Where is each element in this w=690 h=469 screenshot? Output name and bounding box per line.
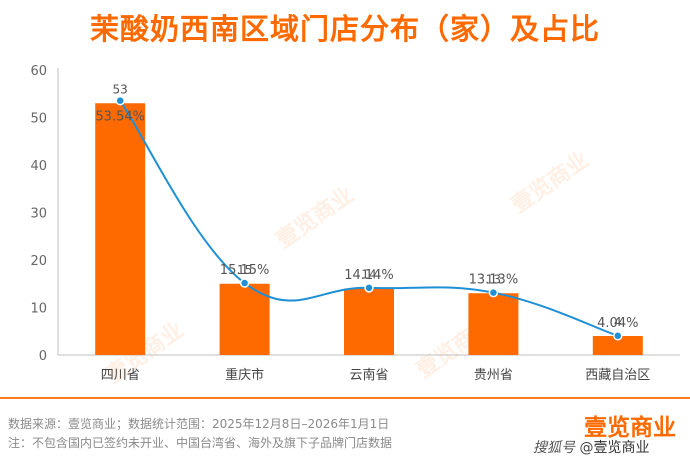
percent-point xyxy=(115,95,125,106)
y-tick-label: 0 xyxy=(39,349,47,364)
credit-at: @ xyxy=(579,440,594,456)
bar xyxy=(95,103,146,355)
bar xyxy=(592,336,643,355)
y-tick-label: 10 xyxy=(30,302,47,317)
y-tick-label: 30 xyxy=(30,207,47,222)
brand-logo: 壹览商业 xyxy=(584,415,676,441)
chart-title: 茉酸奶西南区域门店分布（家）及占比 xyxy=(89,12,600,46)
x-tick-label: 重庆市 xyxy=(225,367,264,383)
bar-value-label: 4 xyxy=(614,315,622,329)
y-tick-label: 60 xyxy=(30,64,47,79)
percent-label: 13.13% xyxy=(469,273,519,288)
footer-divider xyxy=(0,397,690,399)
x-tick-label: 贵州省 xyxy=(474,368,513,383)
footer-notes: 数据来源：壹览商业；数据统计范围：2025年12月8日–2026年1月1日 注：… xyxy=(8,415,392,453)
x-tick-label: 云南省 xyxy=(349,367,388,383)
y-tick-label: 40 xyxy=(30,159,47,174)
y-tick-label: 20 xyxy=(30,254,47,269)
percent-label: 14.14% xyxy=(344,268,394,283)
bar-value-label: 53 xyxy=(113,82,128,96)
y-tick-label: 50 xyxy=(30,112,47,127)
bar-line-chart: 0 10 20 30 40 50 60 53 15 14 13 4 四川省 重庆市 云南省 贵州省 西藏自治区 5… xyxy=(30,64,680,383)
x-tick-label: 四川省 xyxy=(101,368,140,383)
bar-value-label: 14 xyxy=(361,268,376,282)
bar-value-label: 13 xyxy=(486,272,501,286)
bar-value-label: 15 xyxy=(237,263,252,277)
percent-point xyxy=(488,287,499,298)
credit-source: 搜狐号 xyxy=(533,440,575,456)
percent-point xyxy=(364,283,374,293)
source-note: 数据来源：壹览商业；数据统计范围：2025年12月8日–2026年1月1日 xyxy=(8,417,390,431)
x-tick-label: 西藏自治区 xyxy=(585,368,650,383)
percent-label: 15.15% xyxy=(220,263,270,278)
percent-line xyxy=(119,100,619,337)
percent-point xyxy=(613,331,623,341)
percent-label: 53.54% xyxy=(95,110,145,125)
credit-name: 壹览商业 xyxy=(593,440,650,456)
credit: 搜狐号 @壹览商业 xyxy=(533,437,649,457)
bar xyxy=(219,283,270,355)
bar xyxy=(468,293,519,355)
bar xyxy=(344,288,394,355)
scope-note: 注：不包含国内已签约未开业、中国台湾省、海外及旗下子品牌门店数据 xyxy=(8,436,393,450)
percent-label: 4.04% xyxy=(597,316,638,331)
percent-point xyxy=(239,278,250,288)
